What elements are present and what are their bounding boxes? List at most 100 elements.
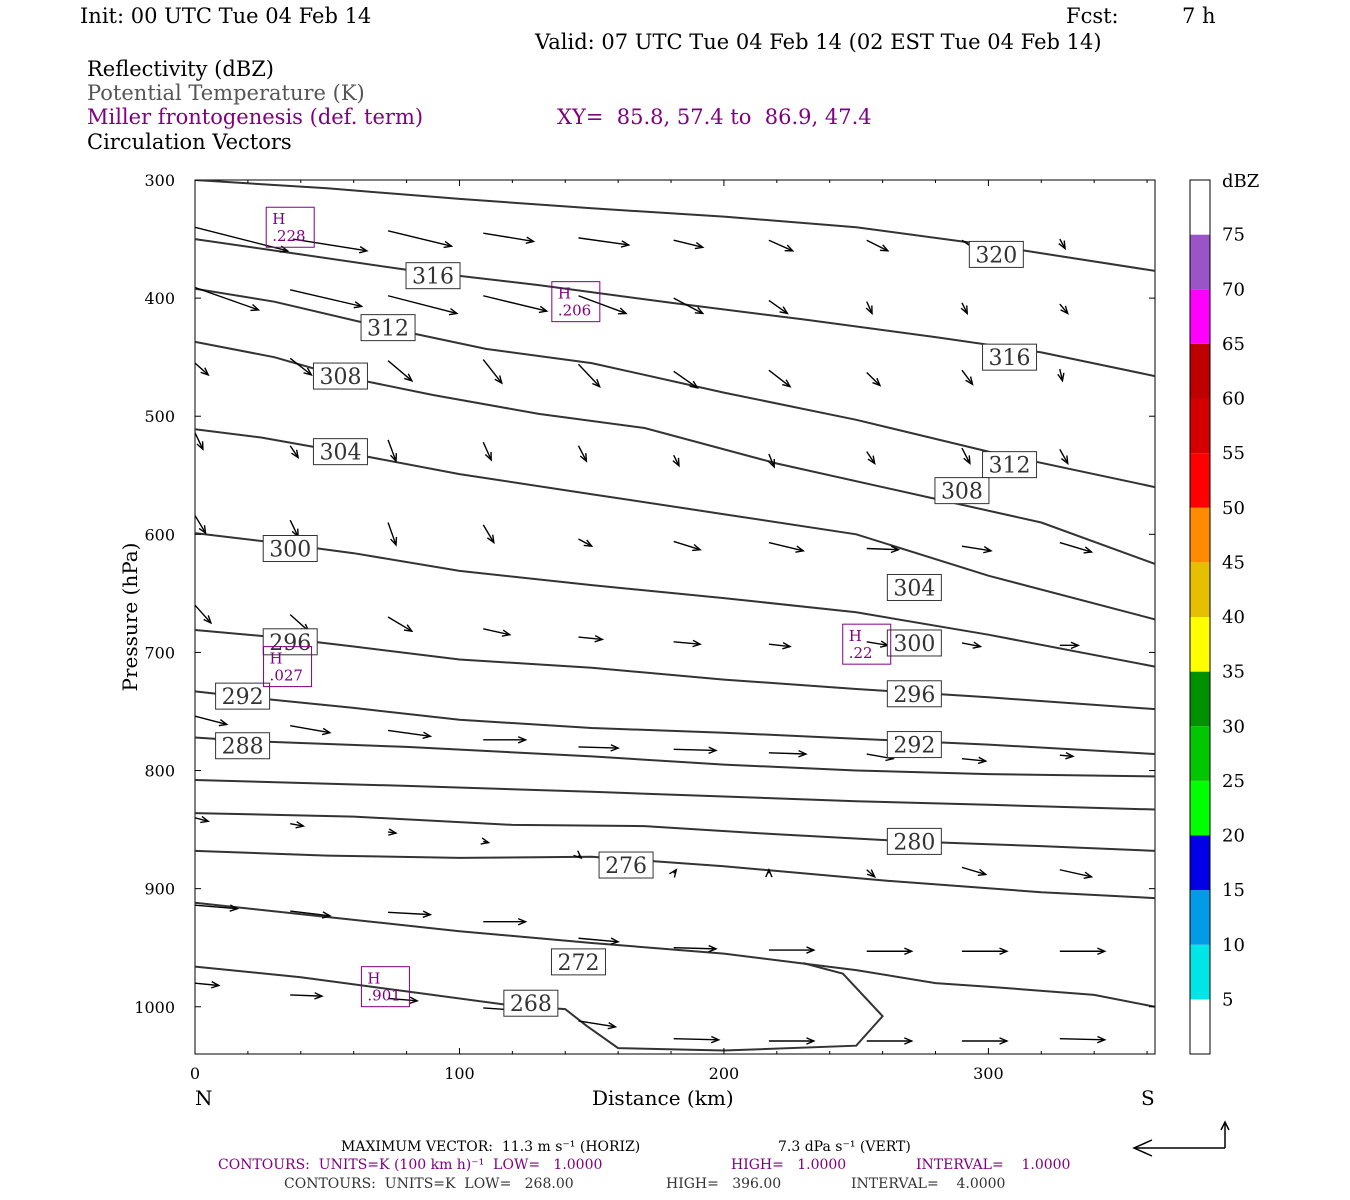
theta-contour-320	[195, 180, 1155, 272]
vector-arrowhead	[999, 947, 1009, 956]
circulation-vector	[1059, 541, 1092, 553]
plot-frame	[194, 179, 1156, 1055]
theta-contour-300	[195, 532, 1155, 668]
circulation-vector	[388, 997, 418, 1002]
vector-arrowhead	[448, 308, 459, 316]
circulation-vector	[866, 641, 889, 647]
vector-arrowhead	[692, 543, 702, 552]
vector-arrowhead	[409, 996, 419, 1005]
circulation-vector	[387, 439, 397, 462]
vector-arrowhead	[983, 546, 993, 554]
vector-arrowhead	[484, 451, 492, 462]
contour-label-box	[886, 680, 942, 708]
colorbar-level-label: 35	[1222, 662, 1245, 683]
legend-miller-frontogenesis: Miller frontogenesis (def. term)	[87, 105, 424, 129]
vector-arrowhead	[501, 629, 512, 637]
vector-arrowhead	[965, 376, 974, 386]
x-tick-label: 0	[190, 1064, 200, 1083]
circulation-vector	[866, 547, 899, 551]
frontogenesis-max-value: .206	[558, 302, 591, 320]
circulation-vector	[577, 363, 601, 388]
vector-arrowhead	[620, 240, 631, 248]
vector-arrowhead	[708, 944, 718, 953]
contour-label-312: 312	[367, 317, 409, 342]
circulation-vector	[673, 748, 717, 752]
x-tick-label: 100	[444, 1064, 475, 1083]
colorbar-level-label: 40	[1222, 607, 1245, 628]
contour-label-box	[934, 477, 990, 505]
circulation-vector	[1059, 448, 1069, 464]
circulation-vector	[866, 372, 881, 387]
colorbar-segment	[1190, 562, 1210, 617]
contour-label-box	[262, 534, 318, 562]
vector-arrowhead	[1060, 305, 1069, 315]
theta-contour-280	[195, 812, 1155, 852]
vector-arrowhead	[538, 305, 549, 314]
colorbar-level-label: 30	[1222, 716, 1245, 737]
vector-arrowhead	[1057, 372, 1065, 383]
frontogenesis-max-box	[360, 966, 410, 1008]
frontogenesis-max-value: .228	[272, 227, 305, 245]
colorbar-level-label: 50	[1222, 498, 1245, 519]
circulation-vector	[961, 758, 986, 762]
vector-arrowhead	[806, 1037, 816, 1045]
vector-arrowhead	[867, 455, 876, 465]
frontogenesis-max-label: H	[849, 627, 862, 645]
colorbar-level-label: 70	[1222, 279, 1245, 300]
circulation-vector	[768, 541, 804, 552]
colorbar-segment	[1190, 890, 1210, 945]
vector-arrowhead	[795, 545, 806, 553]
vector-arrowhead	[579, 453, 588, 463]
valid-time: Valid: 07 UTC Tue 04 Feb 14 (02 EST Tue …	[535, 30, 1102, 54]
contour-label-box	[598, 851, 654, 879]
colorbar-segment	[1190, 398, 1210, 454]
y-tick-label: 300	[144, 171, 175, 190]
circulation-vector	[483, 628, 510, 636]
contour-label-box	[215, 682, 271, 710]
circulation-vector	[289, 519, 299, 537]
contour-label-272: 272	[557, 951, 599, 976]
circulation-vector	[290, 823, 304, 827]
colorbar-segment	[1190, 999, 1210, 1054]
vector-arrowhead	[229, 904, 240, 912]
vector-arrowhead	[1083, 546, 1094, 554]
theta-contour-272	[195, 901, 1155, 1008]
north-label: N	[195, 1086, 213, 1110]
contour-label-300: 300	[269, 537, 311, 562]
frontogenesis-max-box	[265, 206, 315, 248]
colorbar-segment	[1190, 617, 1210, 672]
circulation-vector	[195, 904, 238, 910]
vector-arrowhead	[890, 545, 901, 554]
circulation-vector	[387, 729, 431, 737]
y-tick-label: 400	[144, 289, 175, 308]
contour-label-308: 308	[319, 365, 361, 390]
circulation-vector	[673, 297, 704, 315]
vector-arrowhead	[1065, 751, 1075, 760]
vector-arrowhead	[960, 305, 969, 316]
frontogenesis-max-value: .901	[367, 987, 400, 1005]
circulation-vector	[1059, 238, 1066, 249]
contour-label-320: 320	[975, 243, 1017, 268]
circulation-vector	[387, 616, 413, 632]
contour-label-312: 312	[989, 454, 1031, 479]
vector-arrowhead	[963, 455, 971, 466]
vector-arrowhead	[210, 981, 221, 989]
contour-label-box	[550, 948, 606, 976]
theta-contour-276	[195, 849, 1155, 900]
y-axis-title: Pressure (hPa)	[118, 542, 142, 692]
circulation-vector	[387, 522, 397, 546]
vector-arrowhead	[250, 304, 261, 312]
theta-contour-268	[195, 962, 884, 1052]
contour-label-box	[312, 438, 368, 466]
vector-arrowhead	[610, 937, 620, 945]
vector-arrowhead	[389, 453, 398, 463]
vector-arrowhead	[607, 1022, 618, 1030]
circulation-vector	[289, 445, 299, 458]
circulation-vector	[195, 604, 212, 624]
theta-contour-292	[195, 690, 1155, 755]
vector-arrowhead	[517, 736, 528, 744]
vector-arrowhead	[517, 917, 528, 926]
vector-arrowhead	[1083, 871, 1094, 879]
vector-arrowhead	[314, 992, 324, 1000]
